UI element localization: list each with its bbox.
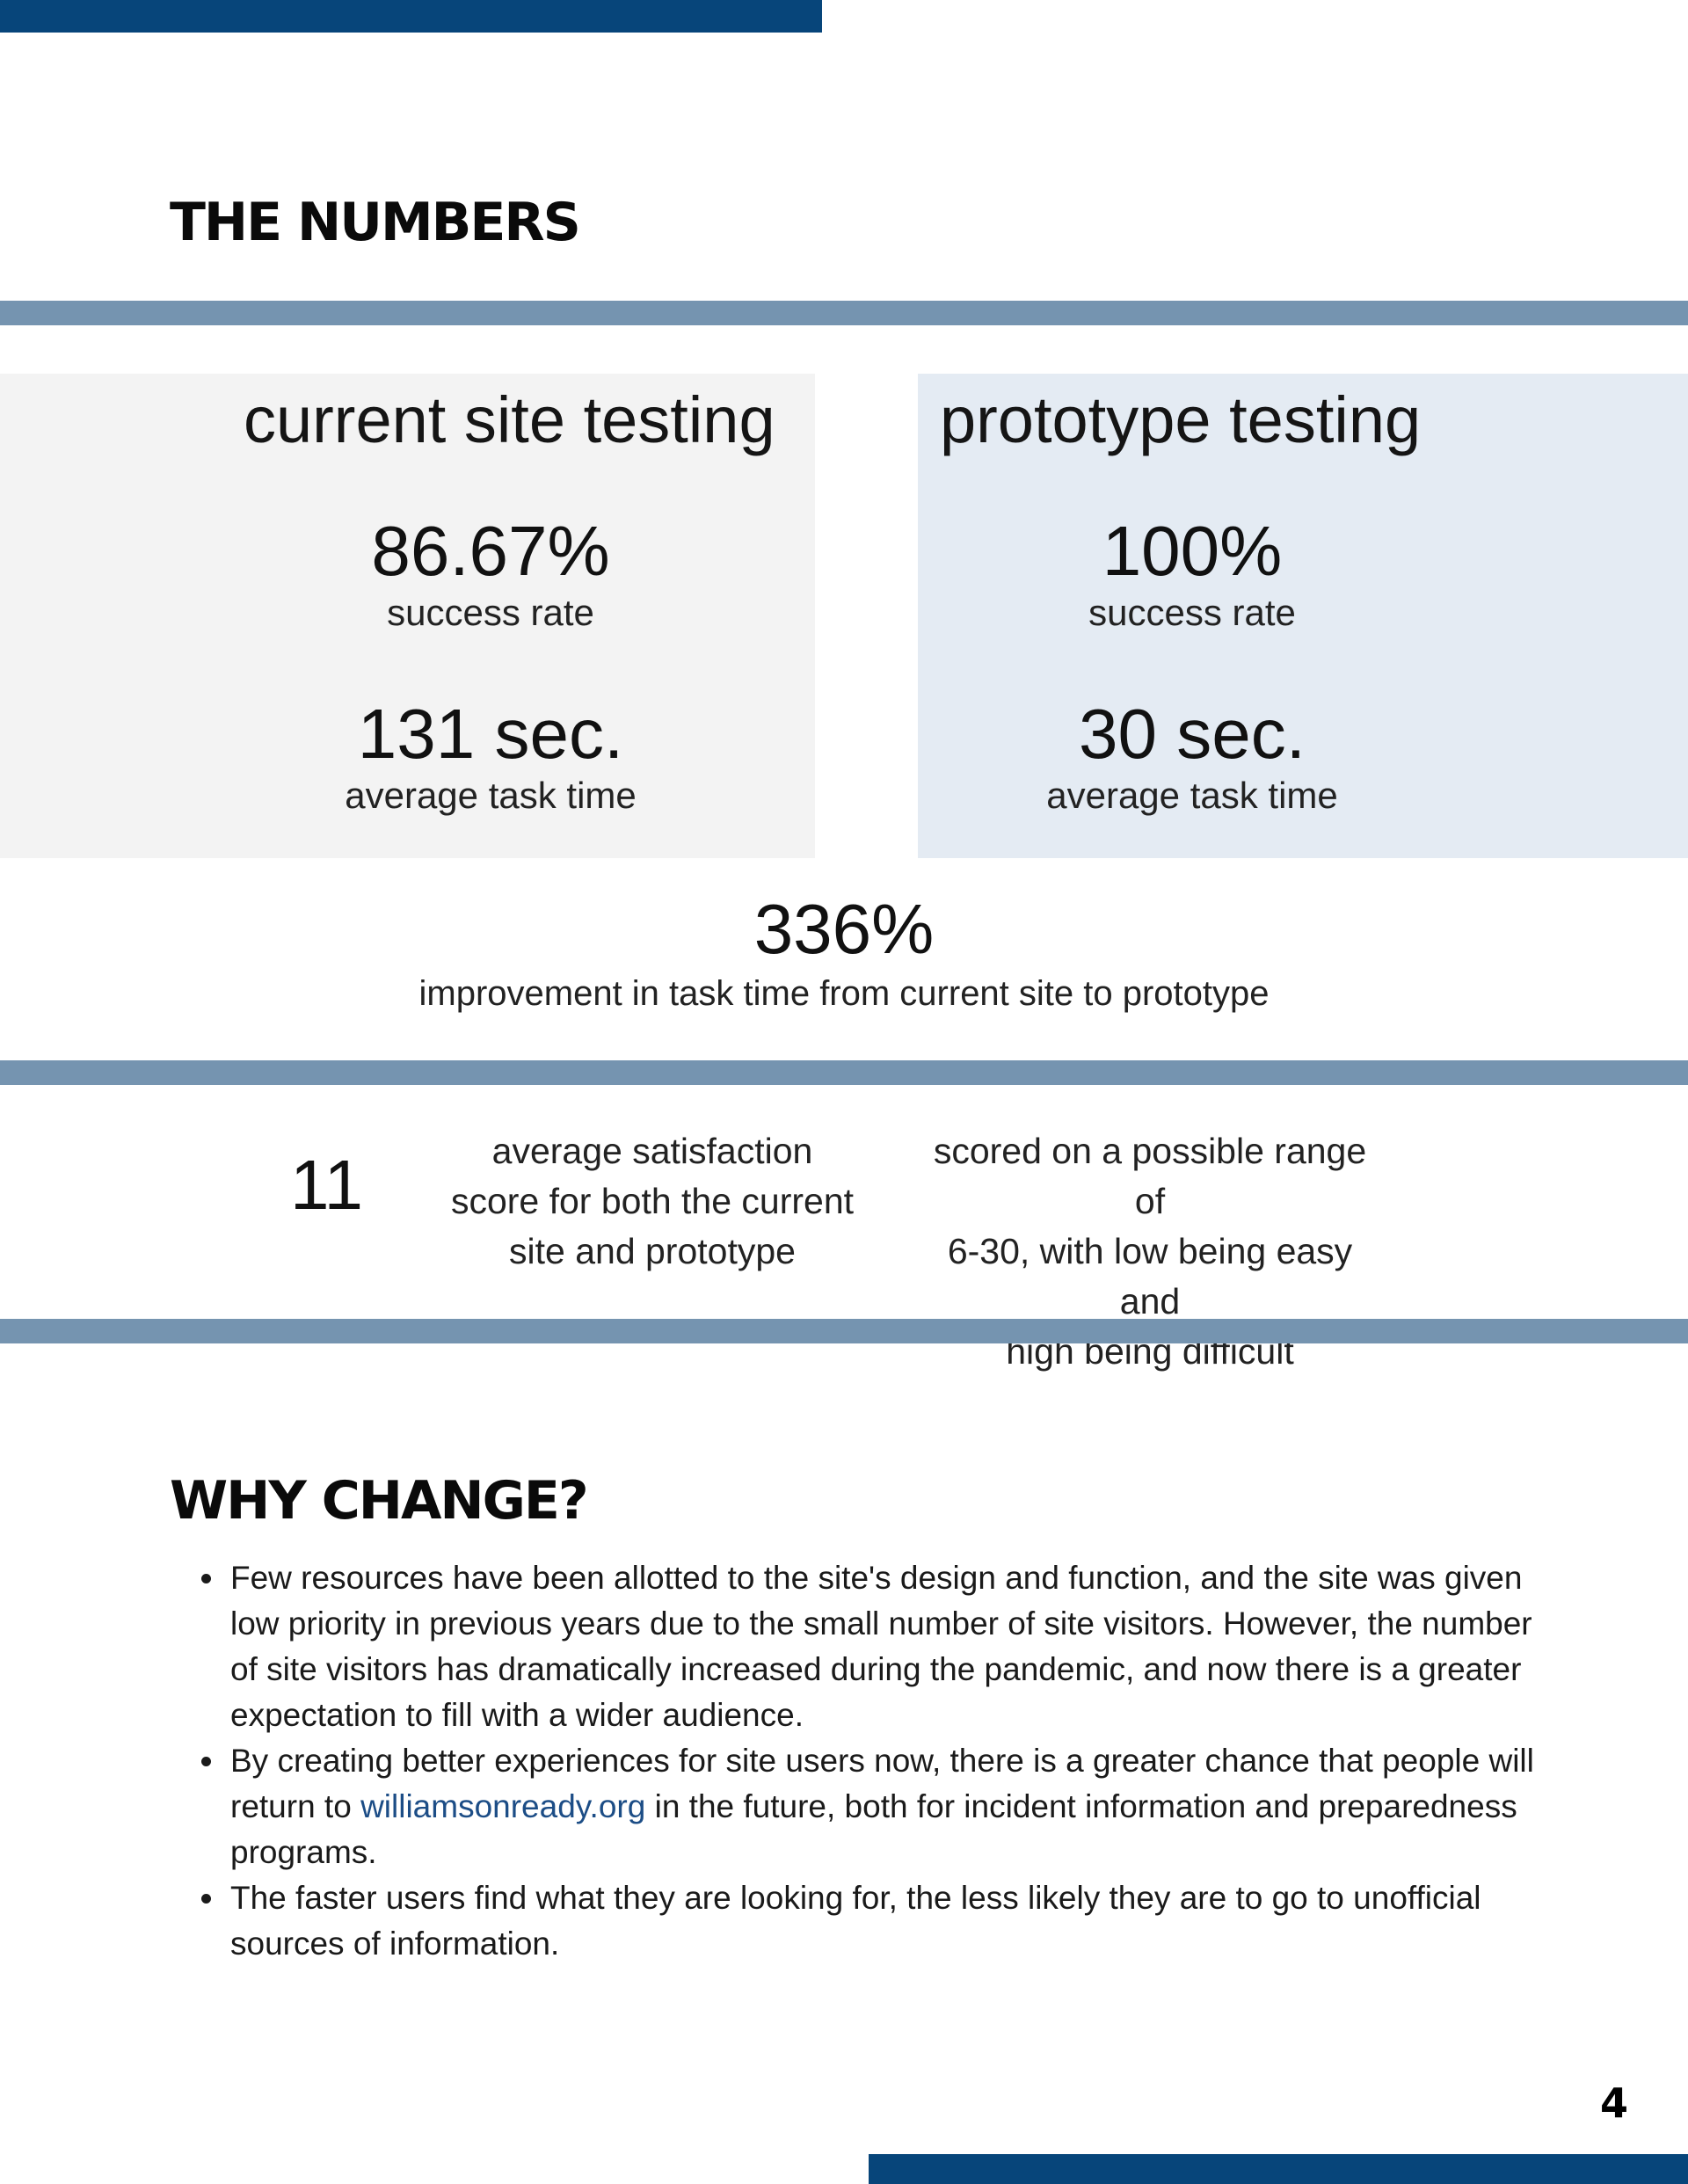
prototype-time-stat: 30 sec. average task time: [928, 695, 1456, 818]
current-success-value: 86.67%: [371, 512, 610, 590]
satisfaction-scale-note: scored on a possible range of 6-30, with…: [930, 1126, 1370, 1377]
list-item: Few resources have been allotted to the …: [227, 1555, 1563, 1738]
divider-rule-2: [0, 1060, 1688, 1085]
current-site-panel: current site testing 86.67% success rate…: [0, 374, 815, 858]
bullet-text: By creating better experiences for site …: [230, 1743, 1534, 1824]
satisfaction-desc-line: score for both the current: [450, 1181, 855, 1221]
williamsonready-link[interactable]: williamsonready.org: [360, 1788, 646, 1824]
heading-why-change: WHY CHANGE?: [170, 1470, 589, 1532]
current-success-label: success rate: [387, 592, 594, 633]
current-time-value: 131 sec.: [357, 695, 624, 773]
satisfaction-desc-line: average satisfaction: [491, 1131, 813, 1171]
current-site-title: current site testing: [244, 383, 775, 456]
improvement-label: improvement in task time from current si…: [418, 974, 1270, 1013]
prototype-panel: prototype testing 100% success rate 30 s…: [918, 374, 1688, 858]
improvement-value: 336%: [753, 890, 935, 968]
prototype-success-value: 100%: [1102, 512, 1283, 590]
current-time-label: average task time: [345, 775, 637, 816]
improvement-stat: 336% improvement in task time from curre…: [316, 885, 1372, 1014]
satisfaction-description: average satisfaction score for both the …: [433, 1126, 872, 1277]
why-change-list: Few resources have been allotted to the …: [192, 1555, 1563, 1967]
prototype-success-label: success rate: [1088, 592, 1296, 633]
bottom-accent-bar: [869, 2154, 1688, 2184]
prototype-time-value: 30 sec.: [1079, 695, 1306, 773]
divider-rule-3: [0, 1319, 1688, 1343]
prototype-time-label: average task time: [1046, 775, 1338, 816]
current-success-stat: 86.67% success rate: [227, 512, 754, 635]
list-item: By creating better experiences for site …: [227, 1738, 1563, 1875]
scale-note-line: 6-30, with low being easy and: [947, 1231, 1353, 1321]
prototype-title: prototype testing: [940, 383, 1422, 456]
prototype-success-stat: 100% success rate: [928, 512, 1456, 635]
heading-the-numbers: THE NUMBERS: [170, 192, 581, 253]
current-time-stat: 131 sec. average task time: [227, 695, 754, 818]
list-item: The faster users find what they are look…: [227, 1875, 1563, 1967]
divider-rule-1: [0, 301, 1688, 325]
bullet-text: in the future, both for incident informa…: [230, 1788, 1517, 1870]
scale-note-line: scored on a possible range of: [933, 1131, 1367, 1221]
top-accent-bar: [0, 0, 822, 33]
page-number: 4: [1600, 2079, 1629, 2127]
satisfaction-score-value: 11: [290, 1146, 364, 1224]
satisfaction-desc-line: site and prototype: [509, 1231, 796, 1271]
